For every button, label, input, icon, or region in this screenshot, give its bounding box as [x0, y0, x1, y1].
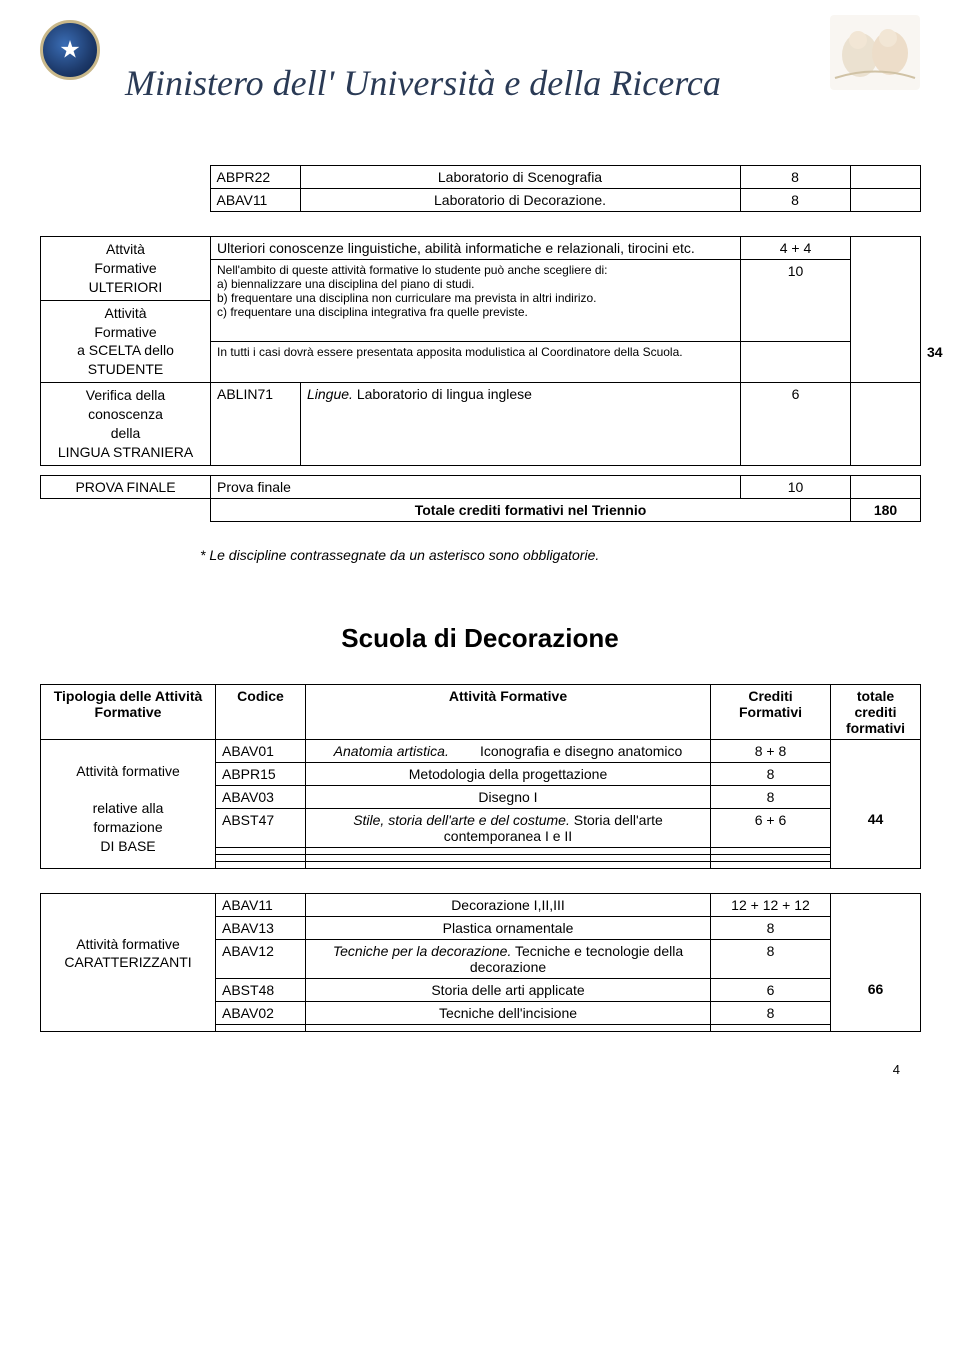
top-courses-table: ABPR22 Laboratorio di Scenografia 8 ABAV…	[40, 165, 921, 212]
desc-cell: Storia delle arti applicate	[306, 978, 711, 1001]
code-cell: ABAV11	[210, 189, 300, 212]
table-row: AttvitàFormativeULTERIORI Ulteriori cono…	[41, 237, 921, 260]
desc-cell: Lingue. Laboratorio di lingua inglese	[301, 383, 741, 466]
table-header-row: Tipologia delle Attività Formative Codic…	[41, 684, 921, 739]
table-row: ABPR22 Laboratorio di Scenografia 8	[40, 166, 920, 189]
cred-cell: 8	[740, 166, 850, 189]
table-row: Verifica dellaconoscenzadellaLINGUA STRA…	[41, 383, 921, 466]
activity-type-label: AttivitàFormativea SCELTA delloSTUDENTE	[41, 300, 211, 383]
desc-cell: Decorazione I,II,III	[306, 893, 711, 916]
cred-cell: 6 + 6	[711, 808, 831, 847]
triennio-total-label: Totale crediti formativi nel Triennio	[211, 498, 851, 521]
code-cell: ABPR22	[210, 166, 300, 189]
letterhead: ★ Ministero dell' Università e della Ric…	[40, 10, 920, 140]
desc-cell: Plastica ornamentale	[306, 916, 711, 939]
cred-cell: 6	[711, 978, 831, 1001]
desc-cell: Anatomia artistica. Iconografia e disegn…	[306, 739, 711, 762]
table-row: Attività formativerelative allaformazion…	[41, 739, 921, 762]
cred-cell: 8	[711, 762, 831, 785]
cred-cell: 12 + 12 + 12	[711, 893, 831, 916]
cred-cell: 8 + 8	[711, 739, 831, 762]
elective-note: Nell'ambito di queste attività formative…	[211, 260, 741, 342]
col-header: Crediti Formativi	[711, 684, 831, 739]
main-activities-table: AttvitàFormativeULTERIORI Ulteriori cono…	[40, 236, 921, 522]
code-cell: ABST48	[216, 978, 306, 1001]
ministry-title: Ministero dell' Università e della Ricer…	[125, 65, 820, 101]
code-cell: ABAV11	[216, 893, 306, 916]
col-header: totale crediti formativi	[831, 684, 921, 739]
cred-cell: 10	[741, 260, 851, 342]
total-cell: 44	[831, 808, 921, 847]
activity-type-label: Attività formativerelative allaformazion…	[41, 739, 216, 868]
desc-cell: Stile, storia dell'arte e del costume. S…	[306, 808, 711, 847]
activity-type-label: PROVA FINALE	[41, 475, 211, 498]
desc-cell: Laboratorio di Decorazione.	[300, 189, 740, 212]
desc-cell: Laboratorio di Scenografia	[300, 166, 740, 189]
code-cell: ABAV01	[216, 739, 306, 762]
activity-type-label: Verifica dellaconoscenzadellaLINGUA STRA…	[41, 383, 211, 466]
code-cell: ABLIN71	[211, 383, 301, 466]
cred-cell: 4 + 4	[741, 237, 851, 260]
cred-cell: 8	[711, 1001, 831, 1024]
col-header: Tipologia delle Attività Formative	[41, 684, 216, 739]
code-cell: ABAV13	[216, 916, 306, 939]
section-title: Scuola di Decorazione	[40, 623, 920, 654]
triennio-total-value: 180	[851, 498, 921, 521]
code-cell: ABAV02	[216, 1001, 306, 1024]
col-header: Codice	[216, 684, 306, 739]
activity-type-label: AttvitàFormativeULTERIORI	[41, 237, 211, 301]
caratterizzanti-table: Attività formativeCARATTERIZZANTI ABAV11…	[40, 893, 921, 1032]
page-number: 4	[40, 1062, 920, 1077]
desc-cell: Ulteriori conoscenze linguistiche, abili…	[211, 237, 741, 260]
code-cell: ABPR15	[216, 762, 306, 785]
cherubs-icon	[830, 15, 920, 90]
table-row: Totale crediti formativi nel Triennio 18…	[41, 498, 921, 521]
cred-cell: 8	[711, 916, 831, 939]
cred-cell: 8	[711, 939, 831, 978]
total-cell: 66	[831, 978, 921, 1001]
desc-cell: Prova finale	[211, 475, 741, 498]
italian-emblem-icon: ★	[40, 20, 110, 90]
cred-cell: 6	[741, 383, 851, 466]
asterisk-note: * Le discipline contrassegnate da un ast…	[200, 547, 920, 563]
desc-cell: Tecniche per la decorazione. Tecniche e …	[306, 939, 711, 978]
code-cell: ABAV03	[216, 785, 306, 808]
cred-cell: 10	[741, 475, 851, 498]
code-cell: ABAV12	[216, 939, 306, 978]
desc-cell: Metodologia della progettazione	[306, 762, 711, 785]
table-row: Attività formativeCARATTERIZZANTI ABAV11…	[41, 893, 921, 916]
desc-cell: Disegno I	[306, 785, 711, 808]
table-row: PROVA FINALE Prova finale 10	[41, 475, 921, 498]
decorazione-table: Tipologia delle Attività Formative Codic…	[40, 684, 921, 869]
table-row: ABAV11 Laboratorio di Decorazione. 8	[40, 189, 920, 212]
cred-cell: 8	[711, 785, 831, 808]
cred-cell: 8	[740, 189, 850, 212]
activity-type-label: Attività formativeCARATTERIZZANTI	[41, 893, 216, 1031]
desc-cell: Tecniche dell'incisione	[306, 1001, 711, 1024]
elective-note-end: In tutti i casi dovrà essere presentata …	[211, 341, 741, 382]
col-header: Attività Formative	[306, 684, 711, 739]
code-cell: ABST47	[216, 808, 306, 847]
